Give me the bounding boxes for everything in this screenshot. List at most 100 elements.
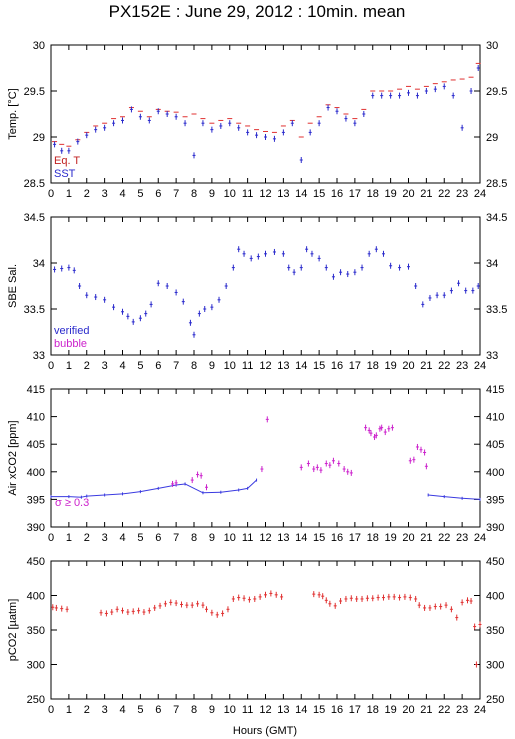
y-tick-label: 34.5 (24, 212, 45, 224)
x-tick-label: 21 (420, 704, 432, 716)
x-tick-label: 14 (295, 532, 307, 544)
y-tick-label: 250 (27, 694, 45, 706)
x-tick-label: 19 (385, 188, 397, 200)
x-tick-label: 2 (84, 360, 90, 372)
x-tick-label: 17 (349, 360, 361, 372)
series-segment (184, 483, 204, 494)
y-tick-label: 34.5 (486, 212, 507, 224)
x-tick-label: 16 (331, 360, 343, 372)
x-tick-label: 20 (402, 188, 414, 200)
x-tick-label: 8 (191, 704, 197, 716)
x-tick-label: 21 (420, 188, 432, 200)
legend-entry: bubble (54, 338, 87, 350)
x-tick-label: 6 (155, 360, 161, 372)
x-tick-label: 7 (173, 532, 179, 544)
x-tick-label: 6 (155, 188, 161, 200)
y-tick-label: 300 (486, 660, 504, 672)
series-segment (247, 479, 257, 489)
y-tick-label: 29 (33, 132, 45, 144)
x-tick-label: 5 (137, 704, 143, 716)
series-segment (428, 494, 445, 498)
x-tick-label: 18 (367, 188, 379, 200)
y-tick-label: 415 (486, 384, 504, 396)
series-segment (176, 483, 186, 486)
x-tick-label: 22 (438, 360, 450, 372)
x-tick-label: 16 (331, 188, 343, 200)
x-tick-label: 0 (48, 188, 54, 200)
y-tick-label: 33.5 (486, 304, 507, 316)
x-tick-label: 2 (84, 532, 90, 544)
x-tick-label: 22 (438, 532, 450, 544)
x-tick-label: 14 (295, 360, 307, 372)
y-tick-label: 33.5 (24, 304, 45, 316)
x-tick-label: 13 (277, 360, 289, 372)
y-tick-label: 400 (486, 591, 504, 603)
y-tick-label: 395 (486, 494, 504, 506)
x-tick-label: 10 (224, 188, 236, 200)
x-tick-label: 14 (295, 188, 307, 200)
salinity-y-label: SBE Sal. (7, 264, 19, 308)
y-tick-label: 390 (27, 522, 45, 534)
y-tick-label: 34 (33, 258, 45, 270)
chart-title: PX152E : June 29, 2012 : 10min. mean (109, 2, 406, 21)
x-tick-label: 13 (277, 188, 289, 200)
series-segment (104, 493, 123, 496)
temperature-panel: 0 1 2 3 4 5 6 7 8 9 10 11 12 13 14 15 16 17 18 19 20 21 22 23 24… (7, 40, 507, 200)
series-segment (81, 495, 87, 498)
y-tick-label: 400 (27, 591, 45, 603)
x-tick-label: 4 (119, 704, 125, 716)
series-segment (122, 491, 141, 495)
x-tick-label: 1 (66, 360, 72, 372)
x-tick-label: 0 (48, 360, 54, 372)
x-tick-label: 24 (474, 188, 486, 200)
x-tick-label: 5 (137, 188, 143, 200)
x-tick-label: 3 (102, 704, 108, 716)
y-tick-label: 30 (486, 40, 498, 52)
salinity-panel: 0 1 2 3 4 5 6 7 8 9 10 11 12 13 14 15 16 17 18 19 20 21 22 23 24… (7, 212, 507, 372)
y-tick-label: 28.5 (24, 178, 45, 190)
y-tick-label: 405 (27, 439, 45, 451)
temperature-frame (50, 44, 481, 184)
x-axis-label: Hours (GMT) (233, 725, 297, 737)
series-segment (238, 487, 248, 491)
x-tick-label: 24 (474, 360, 486, 372)
x-tick-label: 22 (438, 704, 450, 716)
x-tick-label: 4 (119, 360, 125, 372)
y-tick-label: 250 (486, 694, 504, 706)
x-tick-label: 19 (385, 360, 397, 372)
x-tick-label: 15 (313, 704, 325, 716)
pco2-panel: 0 1 2 3 4 5 6 7 8 9 10 11 12 13 14 15 16 17 18 19 20 21 22 23 24… (7, 556, 504, 716)
pco2-frame (50, 560, 481, 700)
x-tick-label: 16 (331, 532, 343, 544)
x-tick-label: 8 (191, 532, 197, 544)
y-tick-label: 350 (486, 625, 504, 637)
x-tick-label: 9 (209, 360, 215, 372)
series-segment (202, 491, 221, 494)
x-tick-label: 4 (119, 532, 125, 544)
x-tick-label: 6 (155, 704, 161, 716)
x-tick-label: 18 (367, 360, 379, 372)
x-tick-label: 12 (259, 360, 271, 372)
x-tick-label: 1 (66, 188, 72, 200)
series-segment (444, 496, 463, 499)
legend-entry: verified (54, 325, 89, 337)
y-tick-label: 34 (486, 258, 498, 270)
x-tick-label: 11 (242, 188, 253, 200)
y-tick-label: 390 (486, 522, 504, 534)
y-tick-label: 29.5 (486, 86, 507, 98)
x-tick-label: 3 (102, 360, 108, 372)
x-tick-label: 22 (438, 188, 450, 200)
x-tick-label: 21 (420, 360, 432, 372)
x-tick-label: 19 (385, 532, 397, 544)
x-tick-label: 9 (209, 532, 215, 544)
series-segment (68, 496, 82, 498)
y-tick-label: 29 (486, 132, 498, 144)
x-tick-label: 1 (66, 532, 72, 544)
x-tick-label: 12 (259, 188, 271, 200)
air-xco2-frame (50, 388, 481, 528)
y-tick-label: 410 (27, 412, 45, 424)
temperature-y-label: Temp. [°C] (7, 88, 19, 139)
legend-entry: Eq. T (54, 155, 80, 167)
x-tick-label: 8 (191, 188, 197, 200)
